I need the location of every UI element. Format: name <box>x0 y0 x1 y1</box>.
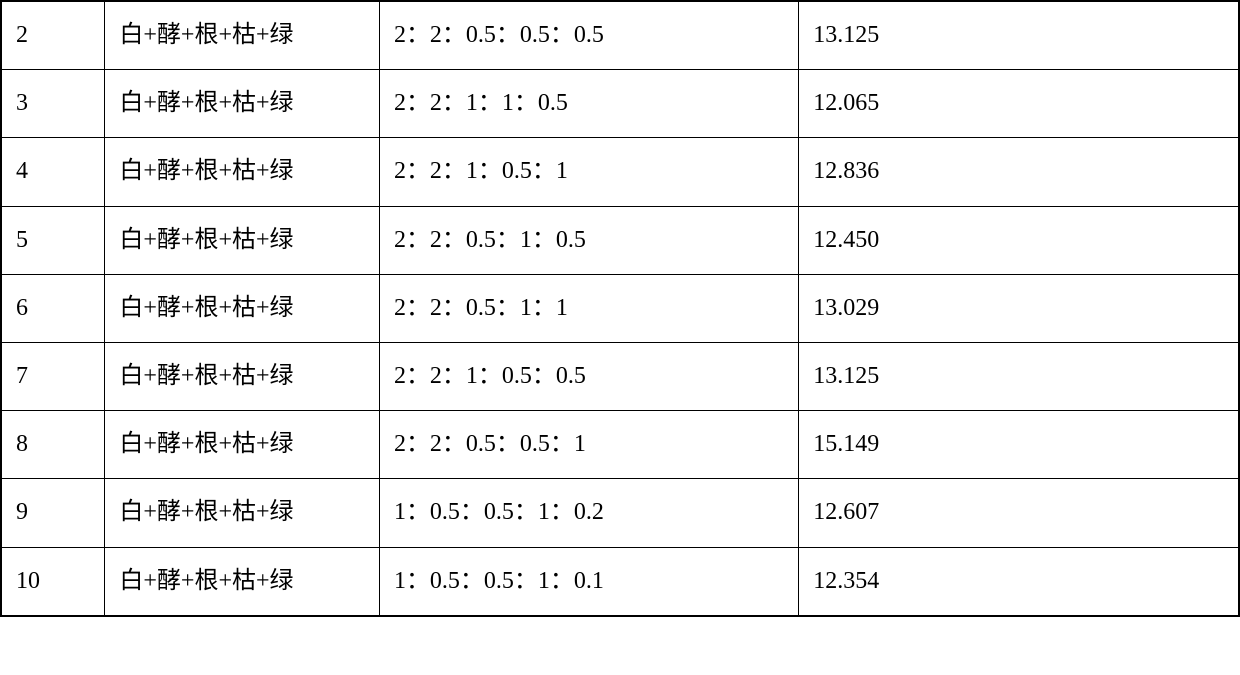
cell-composition: 白+酵+根+枯+绿 <box>105 138 380 206</box>
cell-value: 15.149 <box>799 411 1239 479</box>
cell-ratio: 2：2：1：1：0.5 <box>379 70 798 138</box>
cell-index: 9 <box>1 479 105 547</box>
cell-ratio: 2：2：0.5：1：1 <box>379 274 798 342</box>
table-row: 8 白+酵+根+枯+绿 2：2：0.5：0.5：1 15.149 <box>1 411 1239 479</box>
data-table: 2 白+酵+根+枯+绿 2：2：0.5：0.5：0.5 13.125 3 白+酵… <box>0 0 1240 617</box>
cell-composition: 白+酵+根+枯+绿 <box>105 70 380 138</box>
cell-composition: 白+酵+根+枯+绿 <box>105 411 380 479</box>
cell-value: 13.125 <box>799 342 1239 410</box>
cell-ratio: 1：0.5：0.5：1：0.2 <box>379 479 798 547</box>
cell-value: 13.125 <box>799 1 1239 70</box>
cell-ratio: 2：2：0.5：0.5：0.5 <box>379 1 798 70</box>
cell-index: 4 <box>1 138 105 206</box>
table-row: 6 白+酵+根+枯+绿 2：2：0.5：1：1 13.029 <box>1 274 1239 342</box>
table-row: 3 白+酵+根+枯+绿 2：2：1：1：0.5 12.065 <box>1 70 1239 138</box>
cell-value: 12.450 <box>799 206 1239 274</box>
cell-composition: 白+酵+根+枯+绿 <box>105 206 380 274</box>
cell-index: 2 <box>1 1 105 70</box>
cell-composition: 白+酵+根+枯+绿 <box>105 547 380 616</box>
cell-index: 8 <box>1 411 105 479</box>
cell-index: 6 <box>1 274 105 342</box>
cell-index: 10 <box>1 547 105 616</box>
cell-ratio: 1：0.5：0.5：1：0.1 <box>379 547 798 616</box>
cell-value: 12.836 <box>799 138 1239 206</box>
cell-index: 3 <box>1 70 105 138</box>
cell-value: 12.354 <box>799 547 1239 616</box>
cell-index: 5 <box>1 206 105 274</box>
table-row: 4 白+酵+根+枯+绿 2：2：1：0.5：1 12.836 <box>1 138 1239 206</box>
cell-ratio: 2：2：1：0.5：0.5 <box>379 342 798 410</box>
table-row: 5 白+酵+根+枯+绿 2：2：0.5：1：0.5 12.450 <box>1 206 1239 274</box>
cell-composition: 白+酵+根+枯+绿 <box>105 479 380 547</box>
cell-composition: 白+酵+根+枯+绿 <box>105 1 380 70</box>
table-body: 2 白+酵+根+枯+绿 2：2：0.5：0.5：0.5 13.125 3 白+酵… <box>1 1 1239 616</box>
cell-ratio: 2：2：0.5：0.5：1 <box>379 411 798 479</box>
table-row: 9 白+酵+根+枯+绿 1：0.5：0.5：1：0.2 12.607 <box>1 479 1239 547</box>
data-table-container: 2 白+酵+根+枯+绿 2：2：0.5：0.5：0.5 13.125 3 白+酵… <box>0 0 1240 617</box>
table-row: 10 白+酵+根+枯+绿 1：0.5：0.5：1：0.1 12.354 <box>1 547 1239 616</box>
cell-index: 7 <box>1 342 105 410</box>
table-row: 7 白+酵+根+枯+绿 2：2：1：0.5：0.5 13.125 <box>1 342 1239 410</box>
cell-value: 13.029 <box>799 274 1239 342</box>
cell-value: 12.065 <box>799 70 1239 138</box>
cell-ratio: 2：2：0.5：1：0.5 <box>379 206 798 274</box>
cell-composition: 白+酵+根+枯+绿 <box>105 274 380 342</box>
table-row: 2 白+酵+根+枯+绿 2：2：0.5：0.5：0.5 13.125 <box>1 1 1239 70</box>
cell-composition: 白+酵+根+枯+绿 <box>105 342 380 410</box>
cell-value: 12.607 <box>799 479 1239 547</box>
cell-ratio: 2：2：1：0.5：1 <box>379 138 798 206</box>
